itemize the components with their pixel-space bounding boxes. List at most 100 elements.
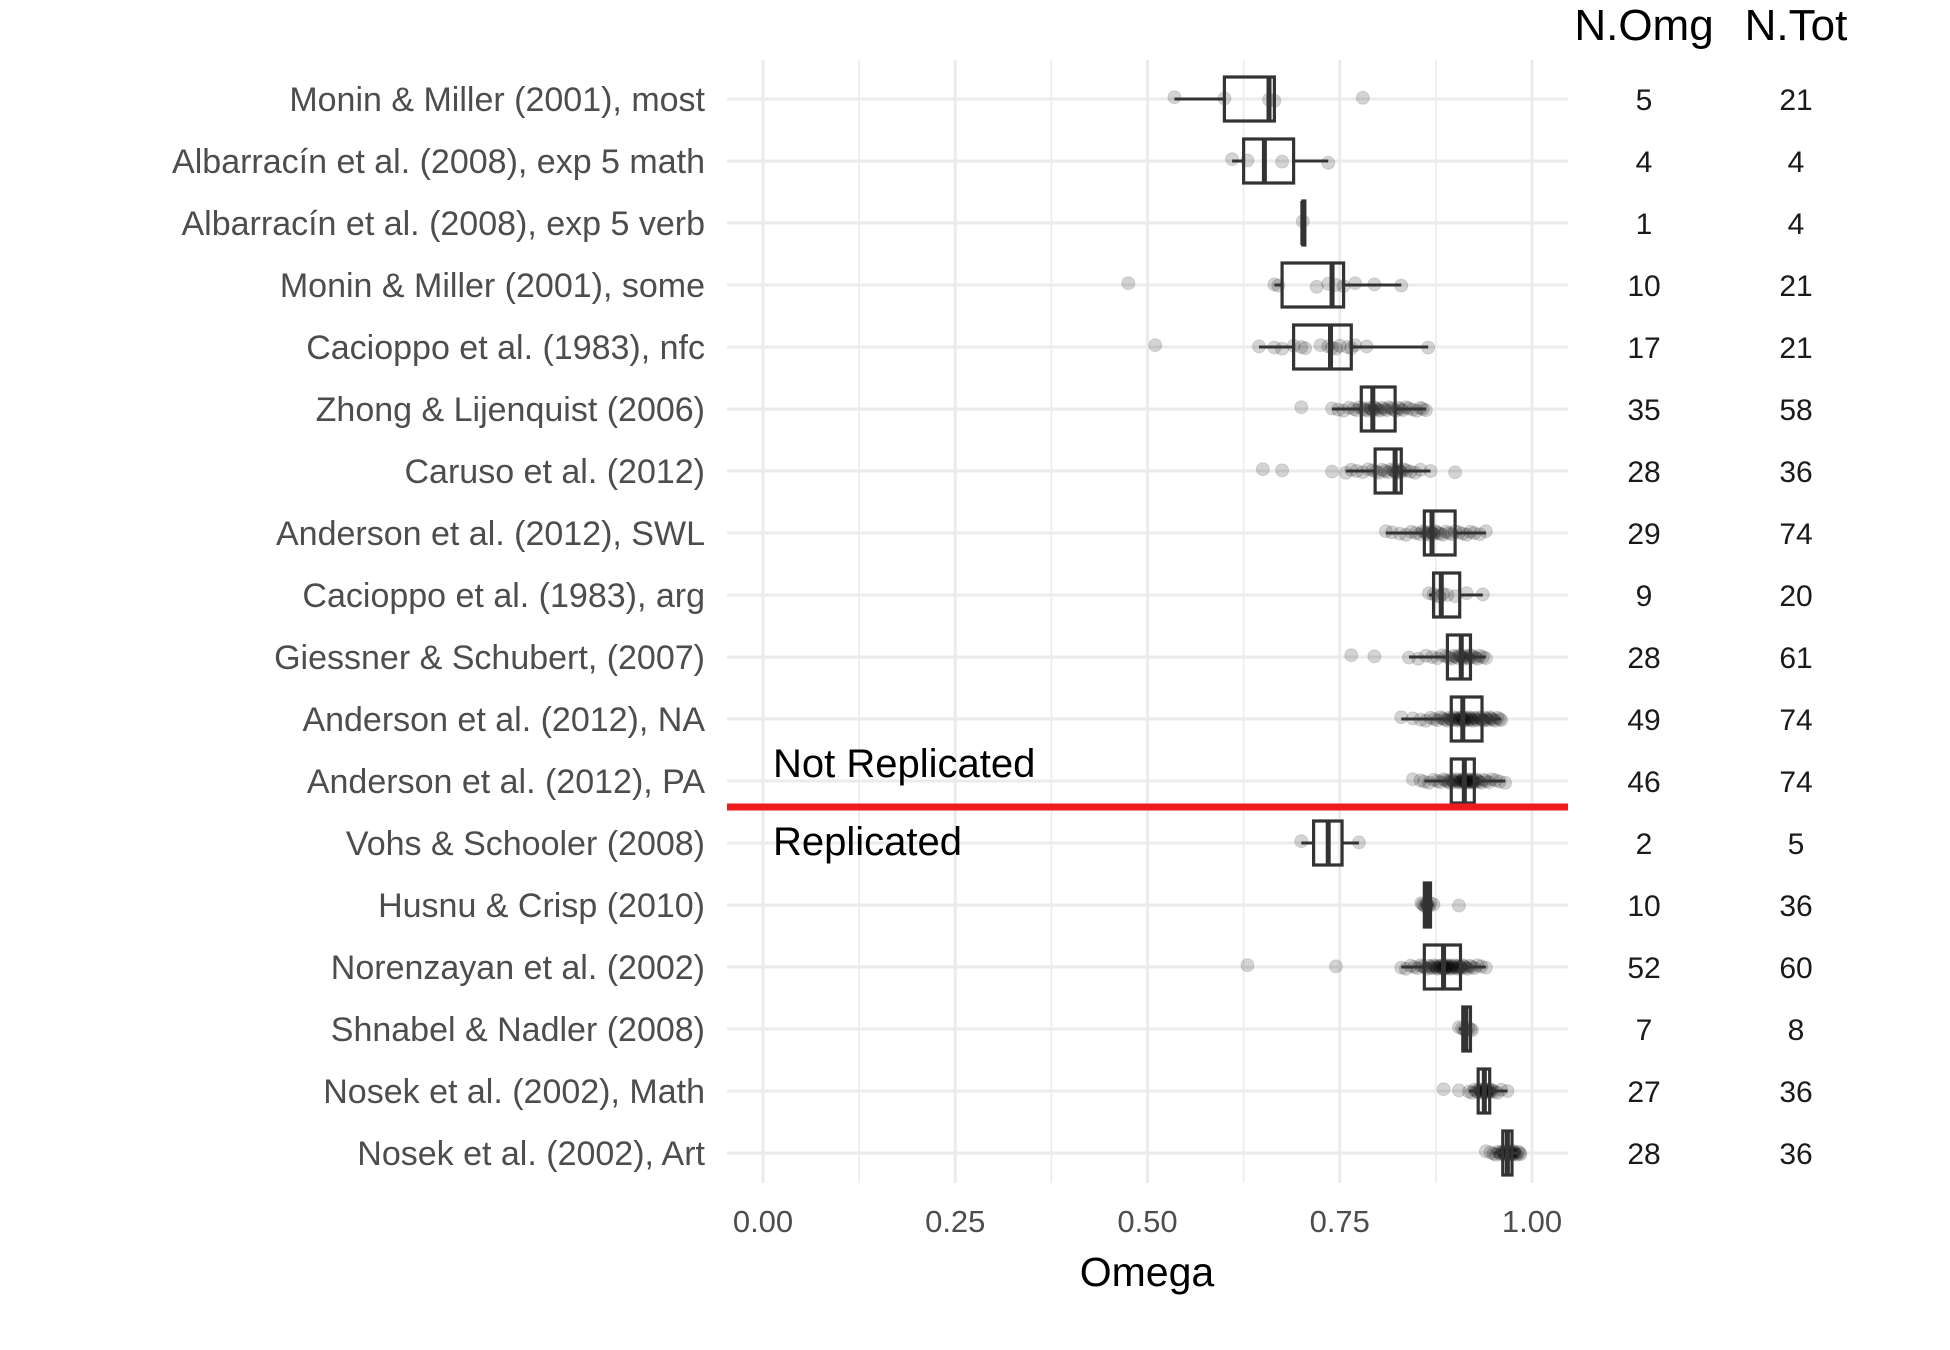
n-omg-value: 27 <box>1627 1076 1660 1109</box>
n-tot-value: 74 <box>1779 518 1812 551</box>
box-plot <box>1259 323 1429 371</box>
data-point <box>1405 772 1420 787</box>
study-label: Caruso et al. (2012) <box>405 453 706 491</box>
n-tot-value: 74 <box>1779 766 1812 799</box>
n-tot-value: 74 <box>1779 704 1812 737</box>
n-omg-header: N.Omg <box>1574 1 1713 50</box>
study-label: Zhong & Lijenquist (2006) <box>316 391 705 429</box>
data-point <box>1344 648 1359 663</box>
data-point <box>1438 524 1453 539</box>
study-label: Nosek et al. (2002), Art <box>357 1135 705 1173</box>
n-tot-value: 36 <box>1779 890 1812 923</box>
n-omg-value: 1 <box>1636 208 1653 241</box>
box-iqr <box>1292 323 1353 371</box>
jitter-points <box>1121 90 1528 1162</box>
box-plot <box>1345 447 1431 495</box>
n-omg-value: 52 <box>1627 952 1660 985</box>
grid-lines <box>727 60 1568 1183</box>
data-point <box>1478 1144 1493 1159</box>
x-tick-label: 0.00 <box>733 1204 793 1239</box>
box-iqr <box>1373 447 1403 495</box>
study-label: Monin & Miller (2001), most <box>289 81 705 119</box>
box-iqr <box>1431 571 1462 619</box>
n-omg-value: 10 <box>1627 270 1660 303</box>
n-tot-value: 5 <box>1788 828 1805 861</box>
x-tick-label: 1.00 <box>1502 1204 1562 1239</box>
data-point <box>1394 710 1409 725</box>
data-point <box>1275 341 1290 356</box>
n-omg-value: 2 <box>1636 828 1653 861</box>
box-plot <box>1232 137 1329 185</box>
data-point <box>1275 154 1290 169</box>
n-tot-value: 61 <box>1779 642 1812 675</box>
data-point <box>1498 775 1513 790</box>
data-point <box>1328 959 1343 974</box>
not-replicated-label: Not Replicated <box>773 742 1035 786</box>
study-label: Vohs & Schooler (2008) <box>346 825 705 863</box>
x-axis-title: Omega <box>1080 1249 1215 1295</box>
data-point <box>1375 400 1390 415</box>
box-plot <box>1493 1129 1521 1177</box>
box-plot <box>1385 509 1486 557</box>
data-point <box>1451 898 1466 913</box>
study-label: Nosek et al. (2002), Math <box>323 1073 705 1111</box>
data-point <box>1325 464 1340 479</box>
n-omg-value: 29 <box>1627 518 1660 551</box>
data-point <box>1436 1082 1451 1097</box>
n-omg-value: 28 <box>1627 642 1660 675</box>
box-plot <box>1401 695 1502 743</box>
n-omg-value: 10 <box>1627 890 1660 923</box>
x-tick-label: 0.25 <box>925 1204 985 1239</box>
x-axis-ticks: 0.00 0.25 0.50 0.75 1.00 <box>733 1204 1562 1239</box>
n-tot-value: 21 <box>1779 332 1812 365</box>
study-label: Norenzayan et al. (2002) <box>331 949 705 987</box>
data-point <box>1167 90 1182 105</box>
n-omg-value: 28 <box>1627 456 1660 489</box>
box-iqr <box>1422 509 1457 557</box>
data-point <box>1355 90 1370 105</box>
box-plot <box>1421 881 1434 929</box>
data-point <box>1459 586 1474 601</box>
data-point <box>1478 524 1493 539</box>
data-point <box>1465 713 1480 728</box>
n-tot-value: 4 <box>1788 146 1805 179</box>
n-tot-value: 20 <box>1779 580 1812 613</box>
data-point <box>1378 464 1393 478</box>
data-point <box>1379 403 1394 418</box>
box-plot <box>1300 199 1307 247</box>
data-point <box>1332 338 1347 353</box>
box-iqr <box>1359 385 1397 433</box>
box-iqr <box>1449 695 1484 743</box>
data-point <box>1448 465 1463 480</box>
study-label: Giessner & Schubert, (2007) <box>274 639 705 677</box>
data-point <box>1309 279 1324 294</box>
n-omg-value: 28 <box>1627 1138 1660 1171</box>
box-plot <box>1301 819 1359 867</box>
data-point <box>1148 338 1163 353</box>
n-omg-value: 49 <box>1627 704 1660 737</box>
data-point <box>1348 276 1363 291</box>
n-omg-value: 35 <box>1627 394 1660 427</box>
box-iqr <box>1242 137 1296 185</box>
data-point <box>1294 834 1309 849</box>
box-plot <box>1408 633 1486 681</box>
n-tot-value: 36 <box>1779 1138 1812 1171</box>
study-label: Cacioppo et al. (1983), nfc <box>306 329 705 367</box>
study-label: Anderson et al. (2012), NA <box>302 701 705 739</box>
n-tot-value: 4 <box>1788 208 1805 241</box>
box-plot <box>1174 75 1276 123</box>
box-iqr <box>1222 75 1276 123</box>
data-point <box>1240 958 1255 973</box>
n-tot-value: 60 <box>1779 952 1812 985</box>
study-labels: Monin & Miller (2001), most Albarracín et… <box>172 81 706 1173</box>
study-label: Husnu & Crisp (2010) <box>378 887 705 925</box>
study-label: Cacioppo et al. (1983), arg <box>302 577 705 615</box>
data-point <box>1367 649 1382 664</box>
box-plot <box>1332 385 1426 433</box>
box-iqr <box>1280 261 1346 309</box>
box-plot <box>1458 1005 1473 1053</box>
n-tot-value: 21 <box>1779 270 1812 303</box>
data-point <box>1451 1083 1466 1098</box>
